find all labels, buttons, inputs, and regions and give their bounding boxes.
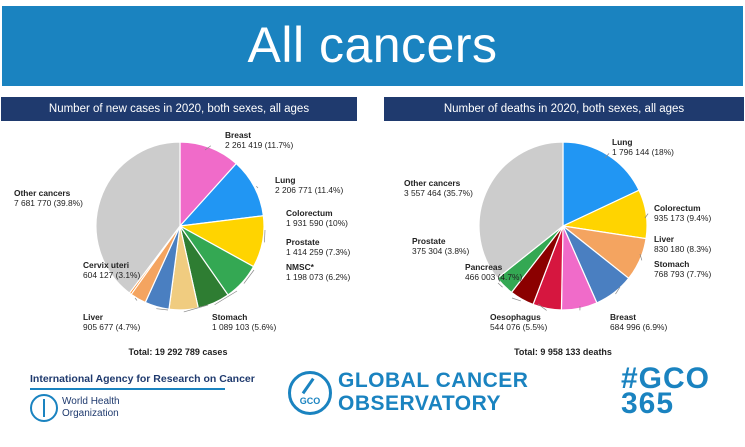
leader-line	[264, 229, 266, 243]
leader-line	[511, 297, 521, 302]
slice-name-stomach: Stomach	[654, 259, 689, 269]
slice-value-breast: 2 261 419 (11.7%)	[225, 140, 293, 150]
slice-value-lung: 2 206 771 (11.4%)	[275, 185, 343, 195]
new-cases-panel-header: Number of new cases in 2020, both sexes,…	[1, 97, 357, 121]
slice-value-lung: 1 796 144 (18%)	[612, 147, 674, 157]
slice-name-breast: Breast	[225, 130, 251, 140]
slice-value-oesophagus: 544 076 (5.5%)	[490, 322, 547, 332]
gco-name: GLOBAL CANCER OBSERVATORY	[338, 369, 528, 415]
leader-line	[537, 303, 547, 311]
slice-name-pancreas: Pancreas	[465, 262, 503, 272]
banner-background: All cancers	[2, 6, 743, 86]
slice-value-prostate: 375 304 (3.8%)	[412, 246, 469, 256]
pie-slice-other-cancers	[478, 141, 564, 280]
hashtag-line-2: 365	[621, 387, 675, 420]
slice-name-stomach: Stomach	[212, 312, 247, 322]
who-line-2: Organization	[62, 408, 119, 419]
pie-slice-other-cancers	[95, 141, 181, 294]
slice-name-breast: Breast	[610, 312, 636, 322]
slice-value-other-cancers: 7 681 770 (39.8%)	[14, 198, 83, 208]
slice-name-cervix-uteri: Cervix uteri	[83, 260, 129, 270]
leader-line	[644, 213, 649, 219]
who-name: World Health Organization	[62, 396, 120, 420]
pie-slice-breast	[179, 141, 238, 228]
leader-line	[497, 282, 503, 288]
deaths-total: Total: 9 958 133 deaths	[514, 347, 612, 357]
leader-line	[639, 253, 643, 261]
slice-value-prostate: 1 414 259 (7.3%)	[286, 247, 350, 257]
slice-name-liver: Liver	[654, 234, 675, 244]
slice-value-liver: 905 677 (4.7%)	[83, 322, 140, 332]
slice-name-other-cancers: Other cancers	[404, 178, 461, 188]
banner: All cancers	[0, 0, 745, 87]
slice-name-colorectum: Colorectum	[286, 208, 333, 218]
leader-line	[134, 297, 138, 301]
slice-value-stomach: 768 793 (7.7%)	[654, 269, 711, 279]
slice-value-liver: 830 180 (8.3%)	[654, 244, 711, 254]
slice-name-nmsc: NMSC*	[286, 262, 315, 272]
slice-value-cervix-uteri: 604 127 (3.1%)	[83, 270, 140, 280]
slice-name-lung: Lung	[275, 175, 295, 185]
slice-name-colorectum: Colorectum	[654, 203, 701, 213]
deaths-pie	[478, 141, 648, 311]
leader-line	[156, 308, 169, 311]
slice-name-lung: Lung	[612, 137, 632, 147]
slice-value-breast: 684 996 (6.9%)	[610, 322, 667, 332]
slice-value-pancreas: 466 003 (4.7%)	[465, 272, 522, 282]
slice-value-stomach: 1 089 103 (5.6%)	[212, 322, 276, 332]
slice-name-other-cancers: Other cancers	[14, 188, 71, 198]
slice-value-colorectum: 935 173 (9.4%)	[654, 213, 711, 223]
new-cases-pie	[95, 141, 265, 311]
leader-line	[204, 145, 212, 151]
leader-line	[243, 269, 255, 284]
leader-line	[615, 286, 621, 295]
slice-name-prostate: Prostate	[286, 237, 320, 247]
who-emblem-icon	[30, 394, 58, 422]
slice-value-colorectum: 1 931 590 (10%)	[286, 218, 348, 228]
slice-name-liver: Liver	[83, 312, 104, 322]
deaths-panel-header: Number of deaths in 2020, both sexes, al…	[384, 97, 744, 121]
gco-abbrev: GCO	[299, 396, 321, 406]
gco-line-1: GLOBAL CANCER	[338, 369, 529, 392]
hashtag-line-1: #GCO	[621, 362, 711, 395]
leader-line	[214, 290, 238, 306]
iarc-name: International Agency for Research on Can…	[30, 373, 255, 385]
new-cases-total: Total: 19 292 789 cases	[129, 347, 228, 357]
page-title: All cancers	[247, 17, 498, 73]
who-line-1: World Health	[62, 396, 120, 407]
leader-line	[256, 186, 259, 189]
iarc-underline	[30, 388, 225, 390]
leader-line	[183, 304, 209, 313]
hashtag: #GCO 365	[621, 362, 711, 420]
slice-name-oesophagus: Oesophagus	[490, 312, 541, 322]
gco-logo-icon: GCO	[288, 371, 332, 415]
slice-value-other-cancers: 3 557 464 (35.7%)	[404, 188, 473, 198]
leader-line	[604, 153, 610, 159]
slice-name-prostate: Prostate	[412, 236, 446, 246]
slice-value-nmsc: 1 198 073 (6.2%)	[286, 272, 350, 282]
gco-line-2: OBSERVATORY	[338, 392, 502, 415]
